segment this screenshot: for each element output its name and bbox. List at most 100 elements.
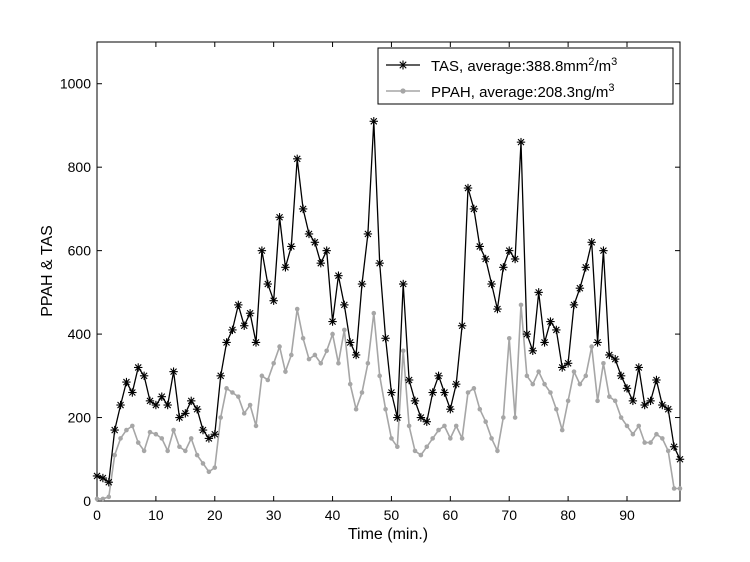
ppah-point	[671, 486, 677, 491]
tas-point	[369, 117, 378, 126]
ppah-point	[347, 381, 353, 387]
tas-point	[563, 359, 573, 368]
tas-point	[575, 283, 585, 293]
legend-tas-asterisk	[398, 60, 408, 70]
ppah-point	[124, 427, 129, 433]
tas-point	[240, 321, 249, 330]
ppah-point	[530, 381, 536, 387]
tas-point	[428, 388, 437, 397]
ppah-point	[665, 448, 671, 454]
tas-point	[351, 350, 361, 360]
tas-point	[434, 371, 443, 381]
ppah-point	[135, 440, 141, 445]
ppah-point	[106, 494, 112, 500]
tas-point	[463, 183, 473, 193]
ppah-point	[383, 406, 388, 412]
tas-point	[363, 229, 373, 239]
ppah-point	[612, 398, 618, 404]
ppah-point	[542, 381, 547, 387]
tas-point	[381, 334, 390, 343]
tas-point	[540, 338, 549, 347]
tas-point	[322, 246, 331, 255]
tas-point	[151, 400, 161, 410]
ppah-point	[259, 373, 265, 379]
ppah-point	[188, 436, 194, 441]
tas-point	[528, 346, 537, 355]
ppah-point	[395, 444, 400, 450]
tas-point	[422, 417, 431, 426]
y-tick-label: 600	[68, 243, 92, 259]
tas-point	[399, 279, 408, 289]
tas-point	[534, 288, 543, 297]
x-tick-label: 50	[384, 507, 400, 523]
ppah-point	[359, 390, 365, 395]
tas-point	[245, 309, 255, 318]
series-layer	[92, 117, 685, 502]
tas-point	[98, 473, 108, 483]
tas-point	[128, 388, 137, 397]
tas-point	[228, 325, 237, 335]
tas-point	[475, 242, 484, 251]
ppah-point	[294, 306, 300, 312]
tas-point	[510, 254, 520, 264]
tas-point	[163, 400, 172, 410]
tas-point	[505, 246, 514, 255]
tas-point	[616, 371, 626, 381]
ppah-point	[218, 415, 223, 420]
y-tick-label: 800	[68, 159, 92, 175]
tas-point	[675, 455, 685, 464]
ppah-point	[306, 356, 312, 362]
tas-point	[658, 400, 667, 410]
tas-point	[416, 413, 426, 422]
tas-point	[487, 279, 496, 289]
ppah-point	[406, 423, 412, 429]
ppah-point	[247, 402, 253, 408]
ppah-point	[183, 448, 188, 454]
ppah-point	[265, 377, 271, 383]
ppah-point	[271, 361, 276, 366]
ppah-point	[94, 496, 100, 502]
ppah-point	[489, 436, 494, 441]
ppah-point	[459, 436, 465, 441]
tas-point	[346, 338, 355, 347]
tas-point	[499, 263, 508, 272]
tas-point	[145, 396, 155, 406]
ppah-point	[230, 390, 235, 395]
x-tick-label: 70	[501, 507, 517, 523]
tas-point	[493, 304, 502, 314]
ppah-point	[312, 352, 318, 358]
tas-point	[552, 325, 561, 335]
ppah-point	[536, 369, 541, 374]
x-tick-label: 60	[443, 507, 459, 523]
tas-point	[216, 371, 225, 381]
tas-point	[634, 363, 643, 372]
tas-point	[446, 405, 455, 414]
ppah-point	[571, 369, 577, 374]
ppah-point	[624, 423, 630, 429]
tas-point	[281, 263, 290, 272]
tas-point	[404, 375, 414, 385]
ppah-point	[224, 386, 229, 391]
tas-point	[481, 254, 490, 264]
ppah-point	[554, 406, 559, 412]
ppah-point	[418, 452, 424, 458]
ppah-point	[118, 436, 123, 441]
ppah-point	[100, 496, 106, 502]
ppah-point	[412, 448, 418, 454]
tas-point	[340, 300, 349, 310]
tas-point	[157, 392, 166, 401]
ppah-point	[630, 431, 636, 437]
tas-point	[92, 471, 102, 481]
tas-point	[198, 425, 208, 435]
x-tick-label: 10	[148, 507, 164, 523]
ppah-point	[371, 310, 377, 316]
ppah-point	[353, 406, 359, 412]
tas-point	[139, 371, 149, 381]
tas-point	[410, 396, 420, 406]
ppah-point	[377, 373, 382, 379]
ppah-point	[436, 427, 441, 433]
tas-point	[263, 279, 272, 289]
tas-point	[251, 338, 261, 347]
ppah-point	[206, 469, 212, 475]
